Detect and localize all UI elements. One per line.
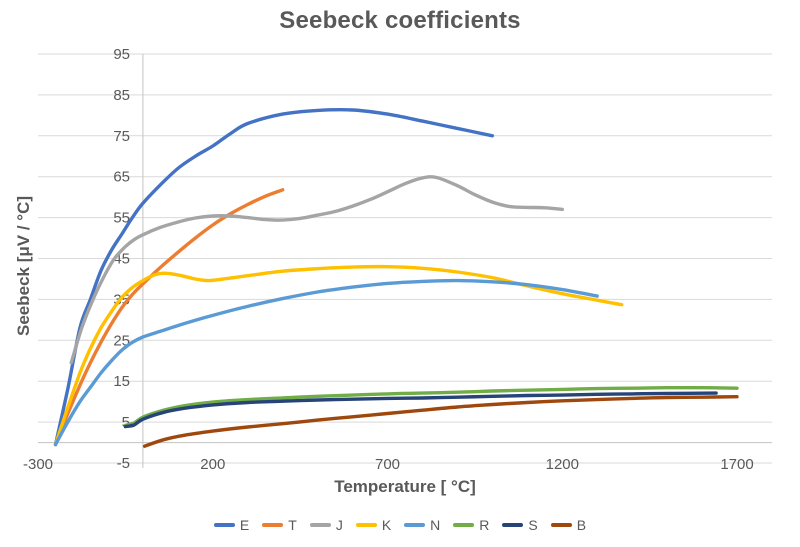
legend-swatch-R xyxy=(453,523,475,527)
x-tick-label-1200: 1200 xyxy=(546,456,579,473)
legend-item-T[interactable]: T xyxy=(262,517,297,533)
legend-item-K[interactable]: K xyxy=(355,517,392,533)
series-line-K[interactable] xyxy=(53,264,624,447)
legend-item-R[interactable]: R xyxy=(453,517,489,533)
y-tick-label-65: 65 xyxy=(113,169,130,186)
x-tick-label-700: 700 xyxy=(375,456,400,473)
x-tick-label-1700: 1700 xyxy=(720,456,753,473)
legend-swatch-B xyxy=(550,523,572,527)
chart-title: Seebeck coefficients xyxy=(279,7,521,34)
series-line-R[interactable] xyxy=(123,385,739,428)
legend-label-J: J xyxy=(335,517,343,533)
legend-item-J[interactable]: J xyxy=(309,517,343,533)
y-tick-label--5: -5 xyxy=(117,455,130,472)
x-tick-label-200: 200 xyxy=(200,456,225,473)
series-line-T[interactable] xyxy=(53,188,285,447)
series-line-J[interactable] xyxy=(69,175,564,365)
legend-label-R: R xyxy=(479,517,490,533)
legend-swatch-T xyxy=(262,523,284,527)
legend-item-N[interactable]: N xyxy=(404,517,440,533)
legend-item-S[interactable]: S xyxy=(502,517,538,533)
series-line-S[interactable] xyxy=(123,391,718,429)
y-tick-label-15: 15 xyxy=(113,373,130,390)
legend-label-S: S xyxy=(528,517,538,533)
legend-item-B[interactable]: B xyxy=(550,517,587,533)
y-tick-label-55: 55 xyxy=(113,210,130,227)
legend-swatch-S xyxy=(502,523,524,527)
legend-swatch-K xyxy=(355,523,377,527)
series-line-E[interactable] xyxy=(53,108,495,447)
legend-label-K: K xyxy=(381,517,392,533)
series-line-B[interactable] xyxy=(142,395,739,448)
y-axis-title: Seebeck [μV / °C] xyxy=(14,195,33,337)
y-tick-label-5: 5 xyxy=(122,414,130,431)
legend-label-E: E xyxy=(239,517,250,533)
legend-swatch-E xyxy=(213,523,235,527)
x-axis-title: Temperature [ °C] xyxy=(334,477,476,496)
y-tick-label-75: 75 xyxy=(113,128,130,145)
series-line-N[interactable] xyxy=(53,278,599,447)
legend-label-N: N xyxy=(430,517,441,533)
legend-label-T: T xyxy=(288,517,297,533)
legend-swatch-J xyxy=(309,523,331,527)
legend-item-E[interactable]: E xyxy=(213,517,250,533)
y-tick-label-85: 85 xyxy=(113,87,130,104)
y-tick-label-95: 95 xyxy=(113,46,130,63)
x-tick-label--300: -300 xyxy=(23,456,53,473)
legend-label-B: B xyxy=(576,517,587,533)
legend-swatch-N xyxy=(404,523,426,527)
